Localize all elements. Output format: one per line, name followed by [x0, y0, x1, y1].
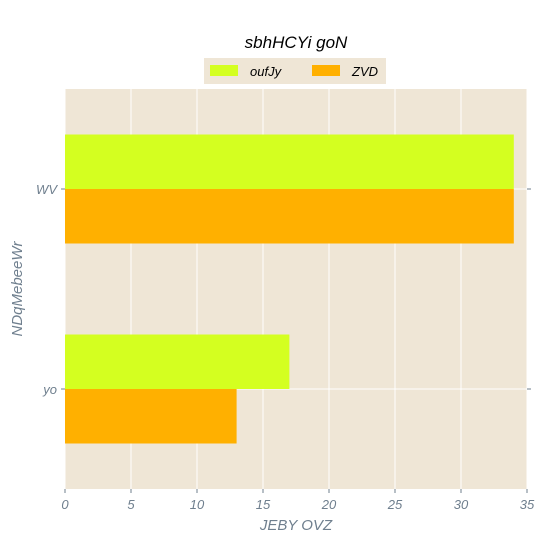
- bar-oufJy-yo: [65, 334, 290, 389]
- legend-swatch-oufJy: [210, 65, 238, 76]
- y-axis-label: NDqMebeeWr: [9, 240, 26, 336]
- x-tick-label: 35: [520, 497, 535, 512]
- x-tick-label: 25: [387, 497, 403, 512]
- x-tick-label: 0: [61, 497, 69, 512]
- y-tick-label: yo: [42, 382, 57, 397]
- legend: oufJy ZVD: [204, 58, 386, 84]
- x-tick-label: 15: [256, 497, 271, 512]
- axis-ticks: 0 5 10 15 20 25 30 35 WV yo: [36, 182, 535, 512]
- legend-label-ZVD: ZVD: [351, 64, 378, 79]
- bar-ZVD-yo: [65, 389, 237, 444]
- legend-label-oufJy: oufJy: [250, 64, 283, 79]
- bars: [65, 134, 514, 444]
- chart-title: sbhHCYi goN: [245, 33, 348, 52]
- x-tick-label: 30: [454, 497, 469, 512]
- x-axis-label: JEBY OVZ: [259, 517, 333, 534]
- y-tick-label: WV: [36, 182, 58, 197]
- legend-swatch-ZVD: [312, 65, 340, 76]
- x-tick-label: 20: [321, 497, 337, 512]
- bar-ZVD-WV: [65, 189, 514, 244]
- x-tick-label: 5: [127, 497, 135, 512]
- x-tick-label: 10: [190, 497, 205, 512]
- bar-oufJy-WV: [65, 134, 514, 189]
